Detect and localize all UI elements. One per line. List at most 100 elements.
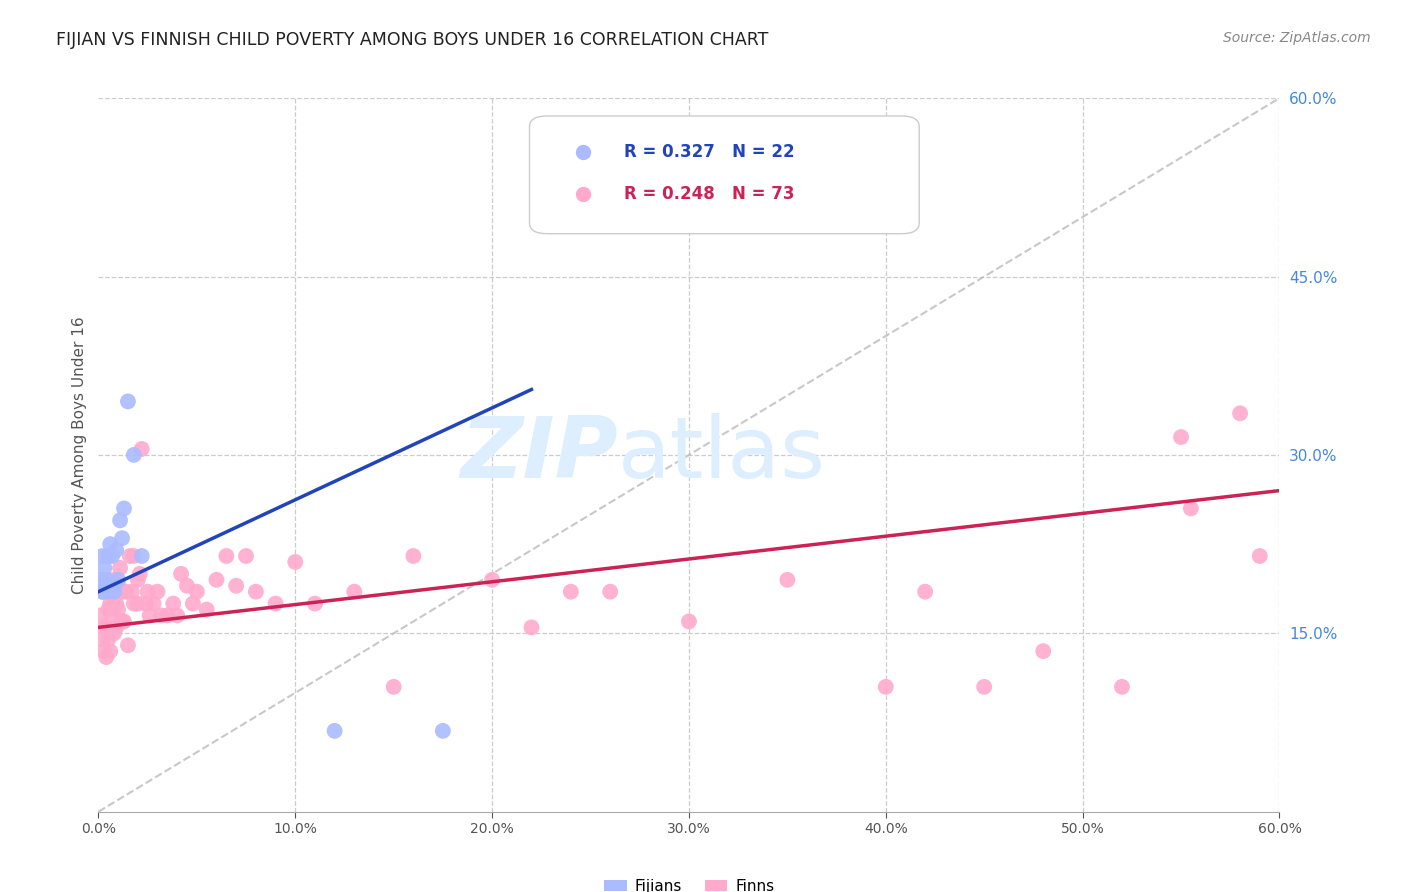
Point [481,573,503,587]
Point [93,584,115,599]
Point [131,549,153,563]
Point [402,549,425,563]
Point [1229,406,1251,420]
Point [122,549,145,563]
Point [107,573,129,587]
Point [225,579,247,593]
Point [146,584,169,599]
Point [101,549,124,563]
Point [111,615,134,629]
Point [195,602,218,616]
Point [101,573,124,587]
Point [1032,644,1054,658]
Point [599,584,621,599]
Point [186,584,208,599]
Point [105,620,128,634]
Point [93,620,115,634]
Point [135,597,157,611]
Point [96,620,118,634]
Text: R = 0.327   N = 22: R = 0.327 N = 22 [624,143,794,161]
Point [91,632,114,647]
Y-axis label: Child Poverty Among Boys Under 16: Child Poverty Among Boys Under 16 [72,316,87,594]
Point [112,615,135,629]
Point [560,584,582,599]
Point [107,602,129,616]
Point [117,394,139,409]
Point [973,680,995,694]
Point [127,597,149,611]
Point [914,584,936,599]
Point [103,584,125,599]
Point [382,680,405,694]
Point [181,597,204,611]
Point [98,597,121,611]
Point [128,566,150,581]
Text: atlas: atlas [619,413,827,497]
Point [89,573,111,587]
Point [91,584,114,599]
Point [108,513,131,527]
Point [103,626,125,640]
Point [103,597,125,611]
Point [97,632,120,647]
Point [150,608,173,623]
Point [1180,501,1202,516]
Point [343,584,366,599]
Point [264,597,287,611]
Point [776,573,799,587]
Point [142,597,165,611]
Point [323,723,346,738]
Point [105,597,128,611]
Legend: Fijians, Finns: Fijians, Finns [598,873,780,892]
Point [98,644,121,658]
Point [122,597,145,611]
FancyBboxPatch shape [530,116,920,234]
Point [205,573,228,587]
Point [117,638,139,652]
Point [520,620,543,634]
Point [136,584,159,599]
Point [112,501,135,516]
Point [156,608,179,623]
Point [98,537,121,551]
Point [235,549,257,563]
Point [115,584,138,599]
Point [91,549,114,563]
Text: ZIP: ZIP [460,413,619,497]
Point [107,579,129,593]
Point [101,608,124,623]
Point [1249,549,1271,563]
Point [162,597,184,611]
Point [131,442,153,456]
Point [97,549,120,563]
Point [121,584,143,599]
Point [103,579,125,593]
Point [678,615,700,629]
Point [432,723,454,738]
Point [122,448,145,462]
Point [245,584,267,599]
Point [105,543,128,558]
Point [138,608,160,623]
Point [111,531,134,545]
Text: R = 0.248   N = 73: R = 0.248 N = 73 [624,186,794,203]
Point [108,561,131,575]
Point [93,644,115,658]
Point [1170,430,1192,444]
Point [170,566,193,581]
Point [875,680,897,694]
Point [111,584,134,599]
Point [127,573,149,587]
Point [118,549,141,563]
Point [97,602,120,616]
Point [93,561,115,575]
Point [284,555,307,569]
Text: Source: ZipAtlas.com: Source: ZipAtlas.com [1223,31,1371,45]
Point [176,579,198,593]
Point [89,608,111,623]
Point [96,650,118,665]
Point [166,608,188,623]
Point [97,584,120,599]
Point [91,584,114,599]
Point [1111,680,1133,694]
